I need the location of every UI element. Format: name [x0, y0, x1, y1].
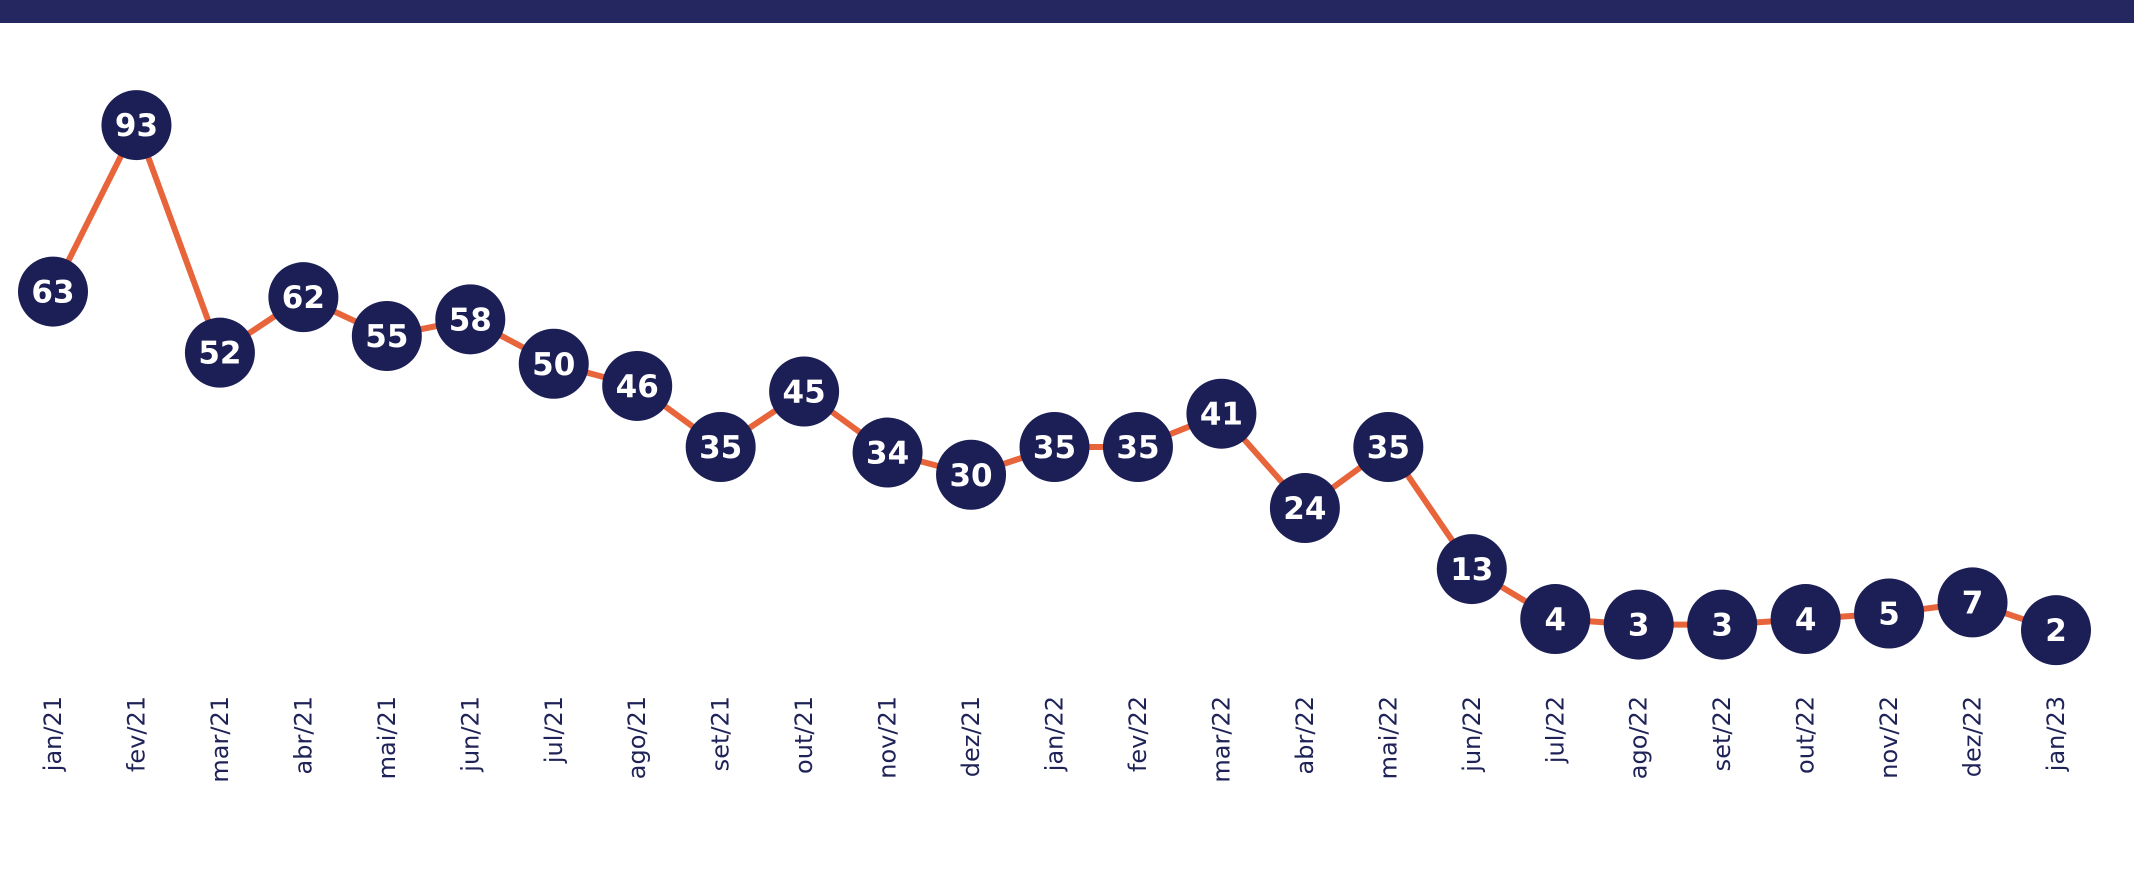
marker — [184, 317, 255, 388]
data-label: 7 — [1962, 585, 1984, 621]
data-label: 46 — [616, 369, 659, 405]
x-tick-label: mar/21 — [206, 696, 234, 783]
x-tick-label: jan/23 — [2042, 696, 2070, 772]
x-tick-label: jun/22 — [1458, 696, 1486, 773]
data-label: 35 — [699, 430, 742, 466]
x-tick-label: jun/21 — [456, 696, 484, 773]
data-label: 3 — [1711, 608, 1733, 644]
x-tick-label: out/22 — [1792, 696, 1820, 774]
marker — [852, 417, 923, 488]
data-label: 63 — [31, 275, 74, 311]
data-label: 5 — [1878, 597, 1900, 633]
marker — [1269, 473, 1340, 544]
x-tick-label: jan/22 — [1041, 696, 1069, 772]
x-tick-label: jul/21 — [540, 696, 568, 764]
data-label: 35 — [1033, 430, 1076, 466]
x-tick-label: jan/21 — [39, 696, 67, 772]
data-label: 93 — [115, 108, 158, 144]
marker — [518, 328, 589, 399]
data-label: 34 — [866, 436, 909, 472]
marker — [1603, 589, 1674, 660]
marker — [18, 256, 88, 327]
marker — [1353, 412, 1424, 482]
data-label: 24 — [1283, 491, 1326, 527]
x-tick-label: mai/22 — [1374, 696, 1402, 779]
x-tick-label: set/21 — [707, 696, 735, 771]
data-label: 3 — [1628, 608, 1650, 644]
x-tick-label: jul/22 — [1541, 696, 1569, 764]
x-tick-label: fev/22 — [1124, 696, 1152, 772]
marker — [936, 439, 1007, 510]
marker — [268, 262, 339, 333]
x-tick-label: abr/22 — [1291, 696, 1319, 774]
x-tick-label: mai/21 — [373, 696, 401, 779]
x-tick-label: set/22 — [1708, 696, 1736, 771]
data-label: 62 — [282, 280, 325, 316]
marker — [1854, 578, 1925, 649]
x-tick-label: ago/22 — [1625, 696, 1653, 779]
x-tick-label: fev/21 — [122, 696, 150, 772]
marker — [1687, 589, 1758, 660]
top-bar — [0, 0, 2134, 23]
data-label: 55 — [365, 319, 408, 355]
data-label: 4 — [1544, 602, 1566, 638]
x-tick-label: abr/21 — [289, 696, 317, 774]
data-label: 50 — [532, 347, 575, 383]
marker — [685, 412, 756, 482]
data-label: 35 — [1116, 430, 1159, 466]
marker — [435, 284, 506, 355]
marker — [1102, 412, 1173, 482]
data-label: 52 — [198, 336, 241, 372]
data-label: 4 — [1795, 602, 1817, 638]
marker — [101, 90, 172, 161]
data-label: 13 — [1450, 552, 1493, 588]
x-tick-label: dez/21 — [957, 696, 985, 777]
data-label: 45 — [783, 375, 826, 411]
marker — [1770, 584, 1841, 655]
data-label: 41 — [1200, 397, 1243, 433]
marker — [1186, 378, 1257, 449]
x-tick-label: ago/21 — [623, 696, 651, 779]
marker — [1937, 567, 2008, 638]
marker — [2021, 595, 2091, 666]
x-tick-label: dez/22 — [1959, 696, 1987, 777]
marker — [602, 350, 673, 421]
data-label: 30 — [949, 458, 992, 494]
marker — [1436, 534, 1507, 605]
x-tick-label: nov/22 — [1875, 696, 1903, 779]
marker — [351, 301, 422, 371]
marker — [1019, 412, 1090, 482]
marker — [1520, 584, 1591, 655]
x-tick-label: mar/22 — [1207, 696, 1235, 783]
data-label: 58 — [449, 302, 492, 338]
marker — [769, 356, 840, 427]
data-label: 35 — [1367, 430, 1410, 466]
x-tick-label: out/21 — [790, 696, 818, 774]
data-label: 2 — [2045, 613, 2067, 649]
x-tick-label: nov/21 — [874, 696, 902, 779]
